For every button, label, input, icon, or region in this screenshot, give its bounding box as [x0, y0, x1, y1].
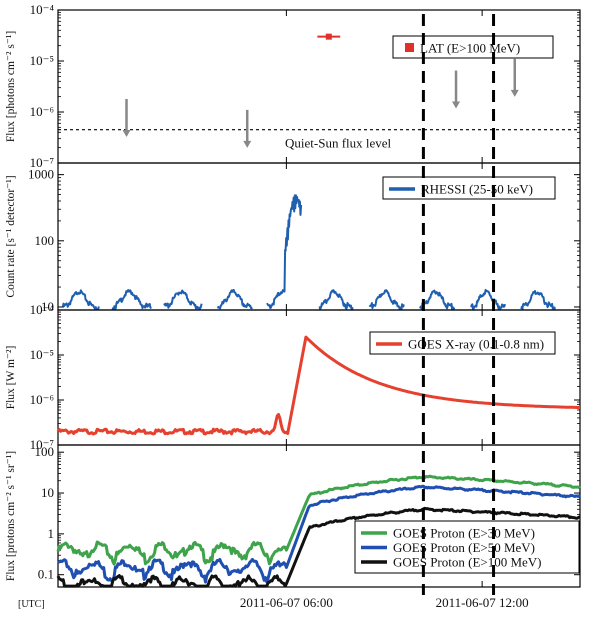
y-tick-label: 10⁻⁴	[30, 2, 55, 17]
legend-label: RHESSI (25-50 keV)	[421, 182, 533, 197]
upper-limit-arrowhead	[243, 140, 252, 148]
legend-label: LAT (E>100 MeV)	[420, 41, 520, 56]
upper-limit-arrowhead	[452, 101, 461, 109]
y-tick-label: 10⁻⁴	[30, 302, 55, 317]
y-axis-label: Count rate [s⁻¹ detector⁻¹]	[5, 175, 17, 297]
lat-data-point	[325, 33, 332, 40]
rhessi-series	[470, 288, 506, 311]
y-tick-label: 1	[48, 526, 55, 541]
y-tick-label: 10⁻⁵	[30, 53, 54, 68]
y-axis-label: Flux [photons cm⁻² s⁻¹]	[5, 31, 17, 142]
legend-box-goes_proton	[354, 520, 580, 574]
rhessi-series	[368, 289, 405, 311]
legend-label: GOES Proton (E>30 MeV)	[393, 526, 535, 541]
rhessi-series	[111, 289, 152, 311]
rhessi-series	[318, 289, 354, 311]
y-axis-label: Flux [protons cm⁻² s⁻¹ sr⁻¹]	[5, 451, 17, 581]
legend-label: GOES Proton (E>100 MeV)	[393, 555, 542, 570]
y-tick-label: 0.1	[38, 567, 54, 582]
rhessi-series	[266, 194, 303, 309]
x-tick-label: 2011-06-07 06:00	[240, 595, 333, 610]
y-tick-label: 10⁻⁶	[30, 104, 54, 119]
panel-frame-goes_xray	[57, 309, 581, 446]
legend-box-lat	[392, 35, 554, 59]
y-tick-label: 1000	[28, 167, 54, 182]
y-tick-label: 10	[41, 299, 54, 314]
x-tick-label: 2011-06-07 12:00	[436, 595, 529, 610]
upper-limit-arrowhead	[510, 89, 519, 97]
y-tick-label: 10⁻⁶	[30, 392, 54, 407]
rhessi-series	[419, 289, 456, 311]
upper-limit-arrowhead	[122, 129, 131, 137]
y-tick-label: 10	[41, 485, 54, 500]
y-tick-label: 100	[35, 233, 55, 248]
legend-box-goes_xray	[369, 331, 556, 355]
quiet-sun-label: Quiet-Sun flux level	[285, 136, 392, 151]
y-tick-label: 100	[35, 444, 55, 459]
legend-marker	[405, 43, 414, 52]
rhessi-series	[520, 290, 556, 311]
panel-frame-goes_proton	[57, 444, 581, 588]
legend-label: GOES X-ray (0.1-0.8 nm)	[408, 337, 544, 352]
rhessi-series	[163, 289, 203, 311]
x-unit-label: [UTC]	[18, 599, 45, 610]
legend-label: GOES Proton (E>50 MeV)	[393, 540, 535, 555]
legend-box-rhessi	[382, 176, 556, 200]
y-tick-label: 10⁻⁷	[30, 155, 54, 170]
rhessi-series	[61, 289, 100, 311]
y-axis-label: Flux [W m⁻²]	[5, 346, 17, 410]
y-tick-label: 10⁻⁵	[30, 347, 54, 362]
rhessi-series	[216, 289, 253, 310]
y-tick-label: 10⁻⁷	[30, 437, 54, 452]
